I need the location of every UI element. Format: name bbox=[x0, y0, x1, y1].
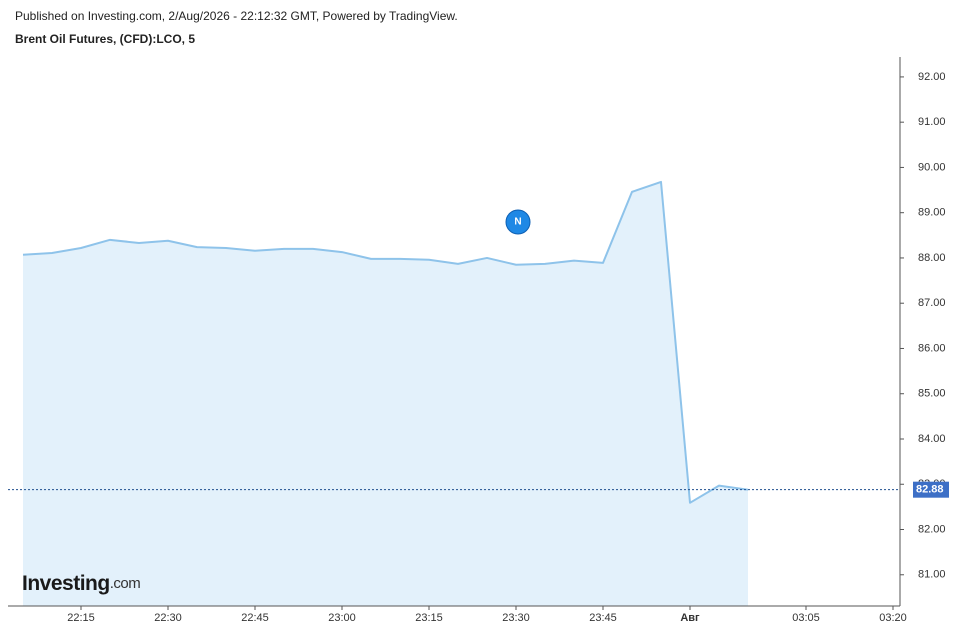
x-tick-label: 03:20 bbox=[879, 612, 907, 624]
published-note: Published on Investing.com, 2/Aug/2026 -… bbox=[15, 9, 458, 23]
y-tick-label: 86.00 bbox=[918, 342, 946, 354]
x-tick-label: Авг bbox=[680, 612, 700, 624]
news-marker-label: N bbox=[514, 217, 521, 228]
news-marker bbox=[505, 209, 531, 235]
x-tick-label: 23:15 bbox=[415, 612, 443, 624]
x-tick-label: 22:15 bbox=[67, 612, 95, 624]
x-tick-label: 03:05 bbox=[792, 612, 820, 624]
chart-title: Brent Oil Futures, (CFD):LCO, 5 bbox=[15, 32, 195, 46]
x-tick-label: 22:30 bbox=[154, 612, 182, 624]
x-tick-label: 22:45 bbox=[241, 612, 269, 624]
y-tick-label: 84.00 bbox=[918, 433, 946, 445]
logo-name: Investing bbox=[22, 572, 110, 595]
y-tick-label: 90.00 bbox=[918, 161, 946, 173]
logo-suffix: .com bbox=[110, 575, 141, 592]
last-price-label: 82.88 bbox=[916, 484, 944, 496]
y-tick-label: 82.00 bbox=[918, 523, 946, 535]
plot-area bbox=[22, 180, 749, 606]
y-tick-label: 85.00 bbox=[918, 388, 946, 400]
x-tick-label: 23:30 bbox=[502, 612, 530, 624]
logo: Investing.com bbox=[22, 572, 140, 595]
area-fill bbox=[23, 181, 748, 606]
y-tick-label: 81.00 bbox=[918, 569, 946, 581]
y-tick-label: 91.00 bbox=[918, 116, 946, 128]
y-tick-label: 89.00 bbox=[918, 207, 946, 219]
y-tick-label: 92.00 bbox=[918, 71, 946, 83]
last-price-box bbox=[913, 481, 949, 498]
x-tick-label: 23:00 bbox=[328, 612, 356, 624]
y-tick-label: 87.00 bbox=[918, 297, 946, 309]
price-line bbox=[22, 180, 749, 504]
y-tick-label: 88.00 bbox=[918, 252, 946, 264]
x-tick-label: 23:45 bbox=[589, 612, 617, 624]
